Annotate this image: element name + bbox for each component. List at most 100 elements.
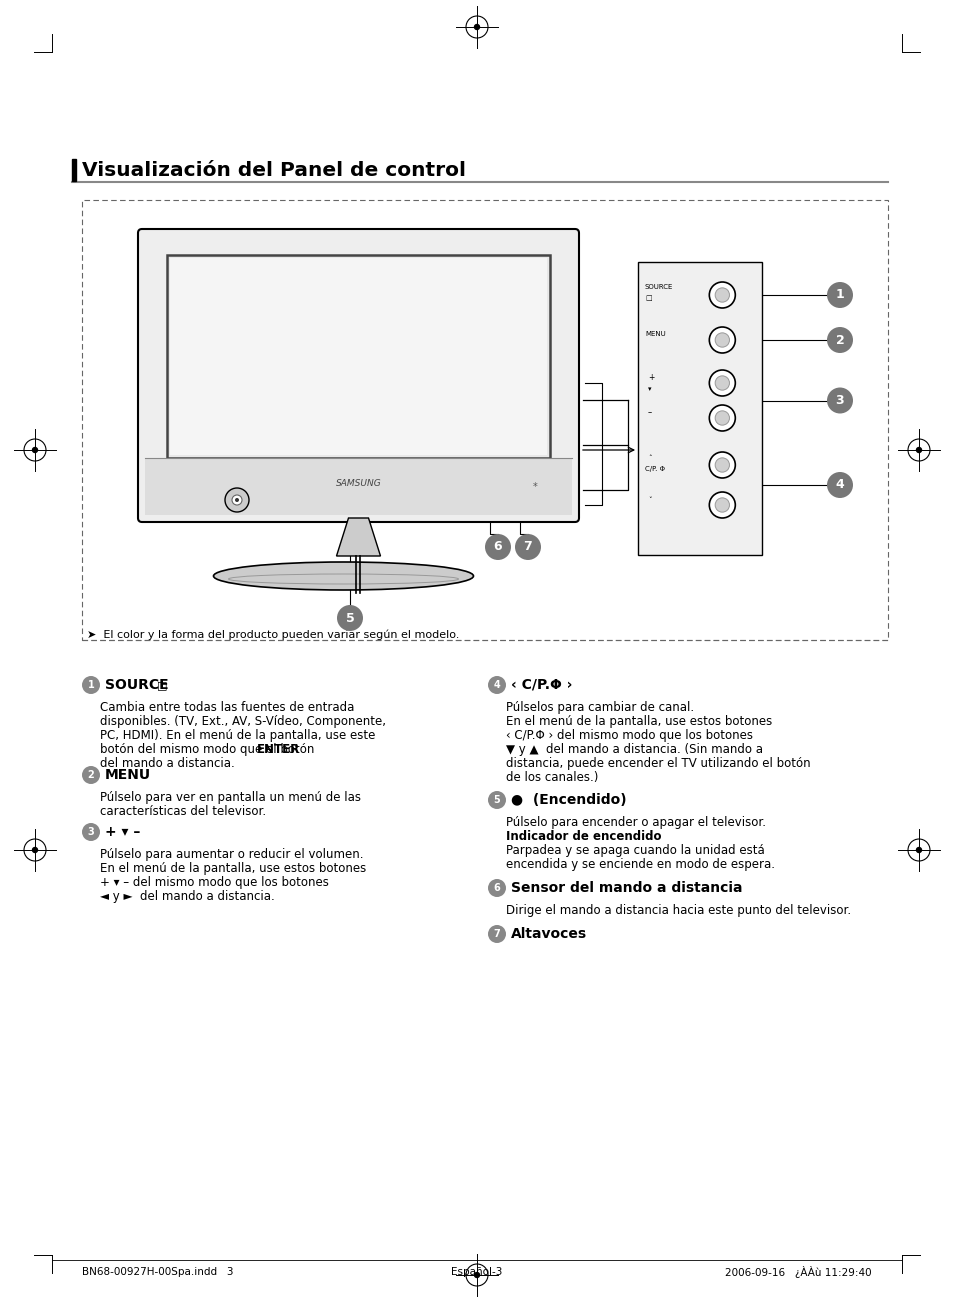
Circle shape xyxy=(488,925,505,942)
Text: 5: 5 xyxy=(493,795,500,805)
Text: 6: 6 xyxy=(493,541,502,553)
Text: 2: 2 xyxy=(835,333,843,346)
Circle shape xyxy=(715,333,729,348)
Text: 2: 2 xyxy=(88,770,94,780)
Circle shape xyxy=(826,282,852,308)
Bar xyxy=(170,257,546,455)
Circle shape xyxy=(715,498,729,512)
Circle shape xyxy=(336,605,363,631)
Text: ˇ: ˇ xyxy=(647,497,651,503)
Text: ▾: ▾ xyxy=(647,386,651,392)
Text: –: – xyxy=(647,409,652,417)
Bar xyxy=(638,261,761,555)
Circle shape xyxy=(515,535,540,559)
Text: 5: 5 xyxy=(345,612,354,625)
Circle shape xyxy=(474,1273,479,1277)
Circle shape xyxy=(715,410,729,425)
Circle shape xyxy=(232,495,242,505)
Text: 4: 4 xyxy=(835,478,843,491)
Text: 3: 3 xyxy=(835,393,843,406)
Text: ▼ y ▲  del mando a distancia. (Sin mando a: ▼ y ▲ del mando a distancia. (Sin mando … xyxy=(505,742,762,755)
Circle shape xyxy=(709,282,735,308)
Polygon shape xyxy=(336,518,380,555)
Text: SOURCE: SOURCE xyxy=(644,284,673,290)
Text: encendida y se enciende en modo de espera.: encendida y se enciende en modo de esper… xyxy=(505,857,774,870)
Text: +: + xyxy=(647,372,654,382)
Text: Visualización del Panel de control: Visualización del Panel de control xyxy=(82,161,465,180)
Text: ◄ y ►  del mando a distancia.: ◄ y ► del mando a distancia. xyxy=(100,890,274,903)
Circle shape xyxy=(709,327,735,353)
Circle shape xyxy=(709,491,735,518)
Text: 6: 6 xyxy=(493,884,500,893)
Circle shape xyxy=(715,457,729,472)
Text: Español-3: Español-3 xyxy=(451,1266,502,1277)
Text: PC, HDMI). En el menú de la pantalla, use este: PC, HDMI). En el menú de la pantalla, us… xyxy=(100,729,375,742)
FancyBboxPatch shape xyxy=(138,229,578,521)
Text: BN68-00927H-00Spa.indd   3: BN68-00927H-00Spa.indd 3 xyxy=(82,1266,233,1277)
Text: Parpadea y se apaga cuando la unidad está: Parpadea y se apaga cuando la unidad est… xyxy=(505,844,764,857)
Circle shape xyxy=(484,535,511,559)
Circle shape xyxy=(826,327,852,353)
Text: MENU: MENU xyxy=(105,769,151,782)
Text: 3: 3 xyxy=(88,827,94,836)
Text: Púlselos para cambiar de canal.: Púlselos para cambiar de canal. xyxy=(505,701,694,714)
Text: En el menú de la pantalla, use estos botones: En el menú de la pantalla, use estos bot… xyxy=(505,715,771,728)
Circle shape xyxy=(916,847,921,852)
Circle shape xyxy=(826,387,852,413)
Text: del mando a distancia.: del mando a distancia. xyxy=(100,757,234,770)
Circle shape xyxy=(32,447,37,452)
Bar xyxy=(71,159,76,180)
Circle shape xyxy=(82,823,100,840)
Circle shape xyxy=(225,488,249,512)
Text: ‹ C/P.Φ › del mismo modo que los botones: ‹ C/P.Φ › del mismo modo que los botones xyxy=(505,729,752,742)
Text: ●  (Encendido): ● (Encendido) xyxy=(511,793,626,806)
Text: En el menú de la pantalla, use estos botones: En el menú de la pantalla, use estos bot… xyxy=(100,863,366,874)
Circle shape xyxy=(488,791,505,809)
Text: de los canales.): de los canales.) xyxy=(505,771,598,784)
Text: + ▾ – del mismo modo que los botones: + ▾ – del mismo modo que los botones xyxy=(100,876,329,889)
Text: 2006-09-16   ¿ÀÀù 11:29:40: 2006-09-16 ¿ÀÀù 11:29:40 xyxy=(724,1266,871,1278)
Circle shape xyxy=(709,452,735,478)
Bar xyxy=(145,457,572,515)
Circle shape xyxy=(32,847,37,852)
Text: *: * xyxy=(532,482,537,491)
Text: Dirige el mando a distancia hacia este punto del televisor.: Dirige el mando a distancia hacia este p… xyxy=(505,904,850,918)
Circle shape xyxy=(709,405,735,431)
Text: Cambia entre todas las fuentes de entrada: Cambia entre todas las fuentes de entrad… xyxy=(100,701,354,714)
Circle shape xyxy=(826,472,852,498)
Circle shape xyxy=(715,376,729,391)
Text: distancia, puede encender el TV utilizando el botón: distancia, puede encender el TV utilizan… xyxy=(505,757,810,770)
Text: ‹ C/P.Φ ›: ‹ C/P.Φ › xyxy=(511,678,572,691)
Text: + ▾ –: + ▾ – xyxy=(105,825,140,839)
Text: Altavoces: Altavoces xyxy=(511,927,586,941)
Text: Púlselo para aumentar o reducir el volumen.: Púlselo para aumentar o reducir el volum… xyxy=(100,848,363,861)
Text: características del televisor.: características del televisor. xyxy=(100,805,266,818)
Text: C/P. Φ: C/P. Φ xyxy=(644,467,664,472)
Text: MENU: MENU xyxy=(644,331,665,337)
Circle shape xyxy=(474,25,479,30)
Text: ENTER: ENTER xyxy=(256,742,299,755)
Circle shape xyxy=(709,370,735,396)
Circle shape xyxy=(234,498,239,502)
Text: Sensor del mando a distancia: Sensor del mando a distancia xyxy=(511,881,741,895)
Text: Púlselo para encender o apagar el televisor.: Púlselo para encender o apagar el televi… xyxy=(505,816,765,829)
Text: disponibles. (TV, Ext., AV, S-Vídeo, Componente,: disponibles. (TV, Ext., AV, S-Vídeo, Com… xyxy=(100,715,386,728)
Text: botón del mismo modo que el botón: botón del mismo modo que el botón xyxy=(100,742,317,755)
Text: 7: 7 xyxy=(523,541,532,553)
Text: 7: 7 xyxy=(493,929,500,938)
Circle shape xyxy=(82,676,100,694)
Circle shape xyxy=(488,676,505,694)
Text: Indicador de encendido: Indicador de encendido xyxy=(505,830,660,843)
Circle shape xyxy=(82,766,100,784)
Text: SAMSUNG: SAMSUNG xyxy=(335,478,381,488)
Circle shape xyxy=(715,288,729,302)
Ellipse shape xyxy=(213,562,473,589)
Text: 4: 4 xyxy=(493,680,500,690)
Text: ˆ: ˆ xyxy=(647,455,651,461)
Text: ➤  El color y la forma del producto pueden variar según el modelo.: ➤ El color y la forma del producto puede… xyxy=(87,630,459,640)
Text: □: □ xyxy=(157,680,168,690)
Text: Púlselo para ver en pantalla un menú de las: Púlselo para ver en pantalla un menú de … xyxy=(100,791,360,804)
Text: SOURCE: SOURCE xyxy=(105,678,173,691)
Text: □: □ xyxy=(644,295,651,301)
FancyBboxPatch shape xyxy=(167,255,550,457)
